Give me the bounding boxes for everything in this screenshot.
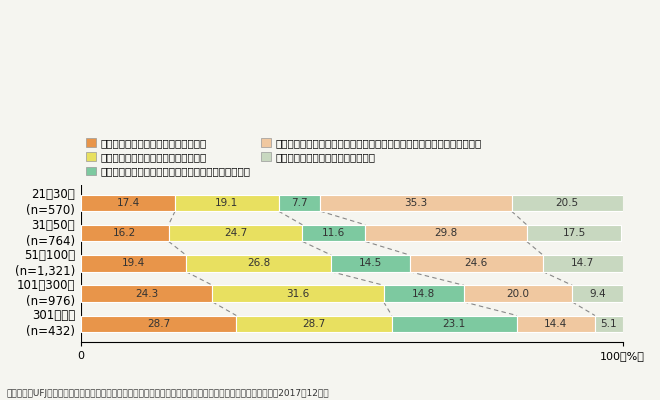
Legend: 全社単位で業務の見直しを行っている, 部門単位で業務の見直しを行っている, 小集団単位・チーム単位で業務の見直しを行っている, 個々の従業員のレベルで、日々工夫: 全社単位で業務の見直しを行っている, 部門単位で業務の見直しを行っている, 小集… bbox=[86, 138, 482, 176]
Text: 16.2: 16.2 bbox=[113, 228, 137, 238]
Bar bbox=[81, 285, 213, 302]
Text: 14.4: 14.4 bbox=[544, 319, 568, 329]
Bar bbox=[331, 255, 410, 272]
Bar bbox=[365, 225, 527, 242]
Bar bbox=[236, 316, 392, 332]
Text: 19.1: 19.1 bbox=[215, 198, 238, 208]
Text: 28.7: 28.7 bbox=[147, 319, 170, 329]
Bar bbox=[383, 285, 464, 302]
Bar bbox=[512, 194, 622, 211]
Bar bbox=[186, 255, 331, 272]
Text: 17.5: 17.5 bbox=[562, 228, 585, 238]
Bar bbox=[81, 225, 168, 242]
Bar bbox=[572, 285, 623, 302]
Text: 11.6: 11.6 bbox=[322, 228, 345, 238]
Bar bbox=[595, 316, 622, 332]
Bar bbox=[302, 225, 365, 242]
Text: 35.3: 35.3 bbox=[405, 198, 428, 208]
Bar bbox=[517, 316, 595, 332]
Text: 28.7: 28.7 bbox=[302, 319, 325, 329]
Text: 14.5: 14.5 bbox=[359, 258, 382, 268]
Text: 17.4: 17.4 bbox=[116, 198, 139, 208]
Bar bbox=[213, 285, 383, 302]
Text: 14.8: 14.8 bbox=[412, 288, 436, 298]
Text: 14.7: 14.7 bbox=[571, 258, 595, 268]
Text: 資料：三菱UFJリサーチ＆コンサルティング（株）「人手不足対応に向けた生産性向上の取組に関する調査」（2017年12月）: 資料：三菱UFJリサーチ＆コンサルティング（株）「人手不足対応に向けた生産性向上… bbox=[7, 389, 329, 398]
Text: 20.5: 20.5 bbox=[556, 198, 579, 208]
Text: 26.8: 26.8 bbox=[247, 258, 270, 268]
Text: 24.7: 24.7 bbox=[224, 228, 247, 238]
Text: 31.6: 31.6 bbox=[286, 288, 310, 298]
Text: 7.7: 7.7 bbox=[291, 198, 308, 208]
Bar bbox=[175, 194, 279, 211]
Bar bbox=[81, 194, 175, 211]
Text: 23.1: 23.1 bbox=[443, 319, 466, 329]
Bar bbox=[410, 255, 543, 272]
Text: 24.6: 24.6 bbox=[465, 258, 488, 268]
Bar bbox=[527, 225, 622, 242]
Bar bbox=[81, 316, 236, 332]
Text: 24.3: 24.3 bbox=[135, 288, 158, 298]
Bar bbox=[168, 225, 302, 242]
Bar bbox=[464, 285, 572, 302]
Bar bbox=[279, 194, 320, 211]
Text: 9.4: 9.4 bbox=[589, 288, 606, 298]
Text: 19.4: 19.4 bbox=[121, 258, 145, 268]
Text: 29.8: 29.8 bbox=[434, 228, 457, 238]
Bar bbox=[320, 194, 512, 211]
Bar bbox=[392, 316, 517, 332]
Text: 20.0: 20.0 bbox=[506, 288, 529, 298]
Bar bbox=[81, 255, 186, 272]
Bar bbox=[543, 255, 622, 272]
Text: 5.1: 5.1 bbox=[601, 319, 617, 329]
